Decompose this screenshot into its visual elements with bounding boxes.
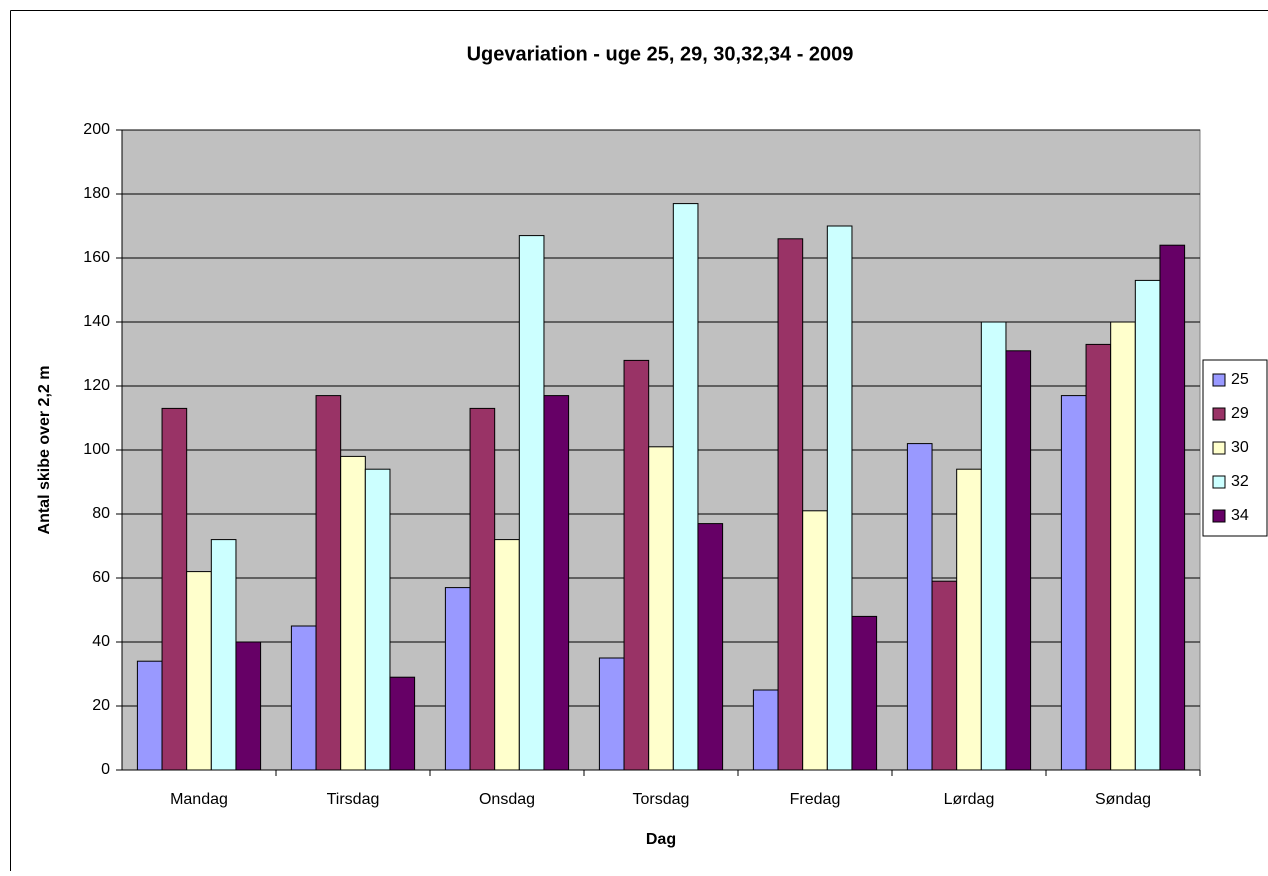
bar xyxy=(672,203,699,771)
bar xyxy=(1134,279,1161,771)
y-tick-label: 120 xyxy=(83,377,110,394)
bar xyxy=(826,225,853,771)
bar xyxy=(315,395,342,771)
bar xyxy=(623,359,650,771)
bar xyxy=(494,539,520,771)
x-tick-label: Tirsdag xyxy=(327,791,380,808)
bar xyxy=(1110,321,1136,771)
bar xyxy=(956,468,982,771)
y-tick-label: 200 xyxy=(83,121,110,138)
bar xyxy=(752,689,779,771)
legend-label: 34 xyxy=(1231,507,1249,524)
bar xyxy=(598,657,625,771)
bar xyxy=(906,443,933,771)
x-tick-label: Søndag xyxy=(1095,791,1151,808)
bar xyxy=(136,660,163,771)
bar xyxy=(469,407,496,771)
legend-swatch xyxy=(1212,441,1226,455)
y-axis-title: Antal skibe over 2,2 m xyxy=(36,366,53,535)
bar xyxy=(364,468,391,771)
legend-swatch xyxy=(1212,509,1226,523)
y-tick-label: 80 xyxy=(92,505,110,522)
bar xyxy=(1005,350,1032,771)
bar xyxy=(210,539,237,771)
bar xyxy=(851,615,878,771)
bar xyxy=(802,510,828,771)
bar xyxy=(389,676,416,771)
bar xyxy=(931,580,958,771)
bar xyxy=(518,235,545,771)
y-tick-label: 20 xyxy=(92,697,110,714)
legend-swatch xyxy=(1212,373,1226,387)
bar xyxy=(1159,244,1186,771)
bar xyxy=(290,625,317,771)
bar xyxy=(980,321,1007,771)
legend-swatch xyxy=(1212,475,1226,489)
x-tick-label: Torsdag xyxy=(633,791,690,808)
chart-title: Ugevariation - uge 25, 29, 30,32,34 - 20… xyxy=(467,43,854,65)
bar xyxy=(186,571,212,771)
y-tick-label: 100 xyxy=(83,441,110,458)
y-tick-label: 40 xyxy=(92,633,110,650)
legend-label: 32 xyxy=(1231,473,1249,490)
bar xyxy=(235,641,262,771)
bar xyxy=(648,446,674,771)
bar xyxy=(444,587,471,771)
legend-swatch xyxy=(1212,407,1226,421)
bar xyxy=(777,238,804,771)
y-tick-label: 140 xyxy=(83,313,110,330)
legend-label: 25 xyxy=(1231,371,1249,388)
legend-label: 29 xyxy=(1231,405,1249,422)
y-tick-label: 180 xyxy=(83,185,110,202)
bar xyxy=(340,455,366,771)
y-tick-label: 60 xyxy=(92,569,110,586)
x-tick-label: Fredag xyxy=(790,791,841,808)
bar xyxy=(697,523,724,771)
y-tick-label: 0 xyxy=(101,761,110,778)
x-tick-label: Onsdag xyxy=(479,791,535,808)
bar xyxy=(1085,343,1112,771)
bar xyxy=(1060,395,1087,771)
bar xyxy=(161,407,188,771)
bar xyxy=(543,395,570,771)
x-tick-label: Lørdag xyxy=(944,791,995,808)
x-axis-title: Dag xyxy=(646,831,676,848)
y-tick-label: 160 xyxy=(83,249,110,266)
legend-label: 30 xyxy=(1231,439,1249,456)
x-tick-label: Mandag xyxy=(170,791,228,808)
